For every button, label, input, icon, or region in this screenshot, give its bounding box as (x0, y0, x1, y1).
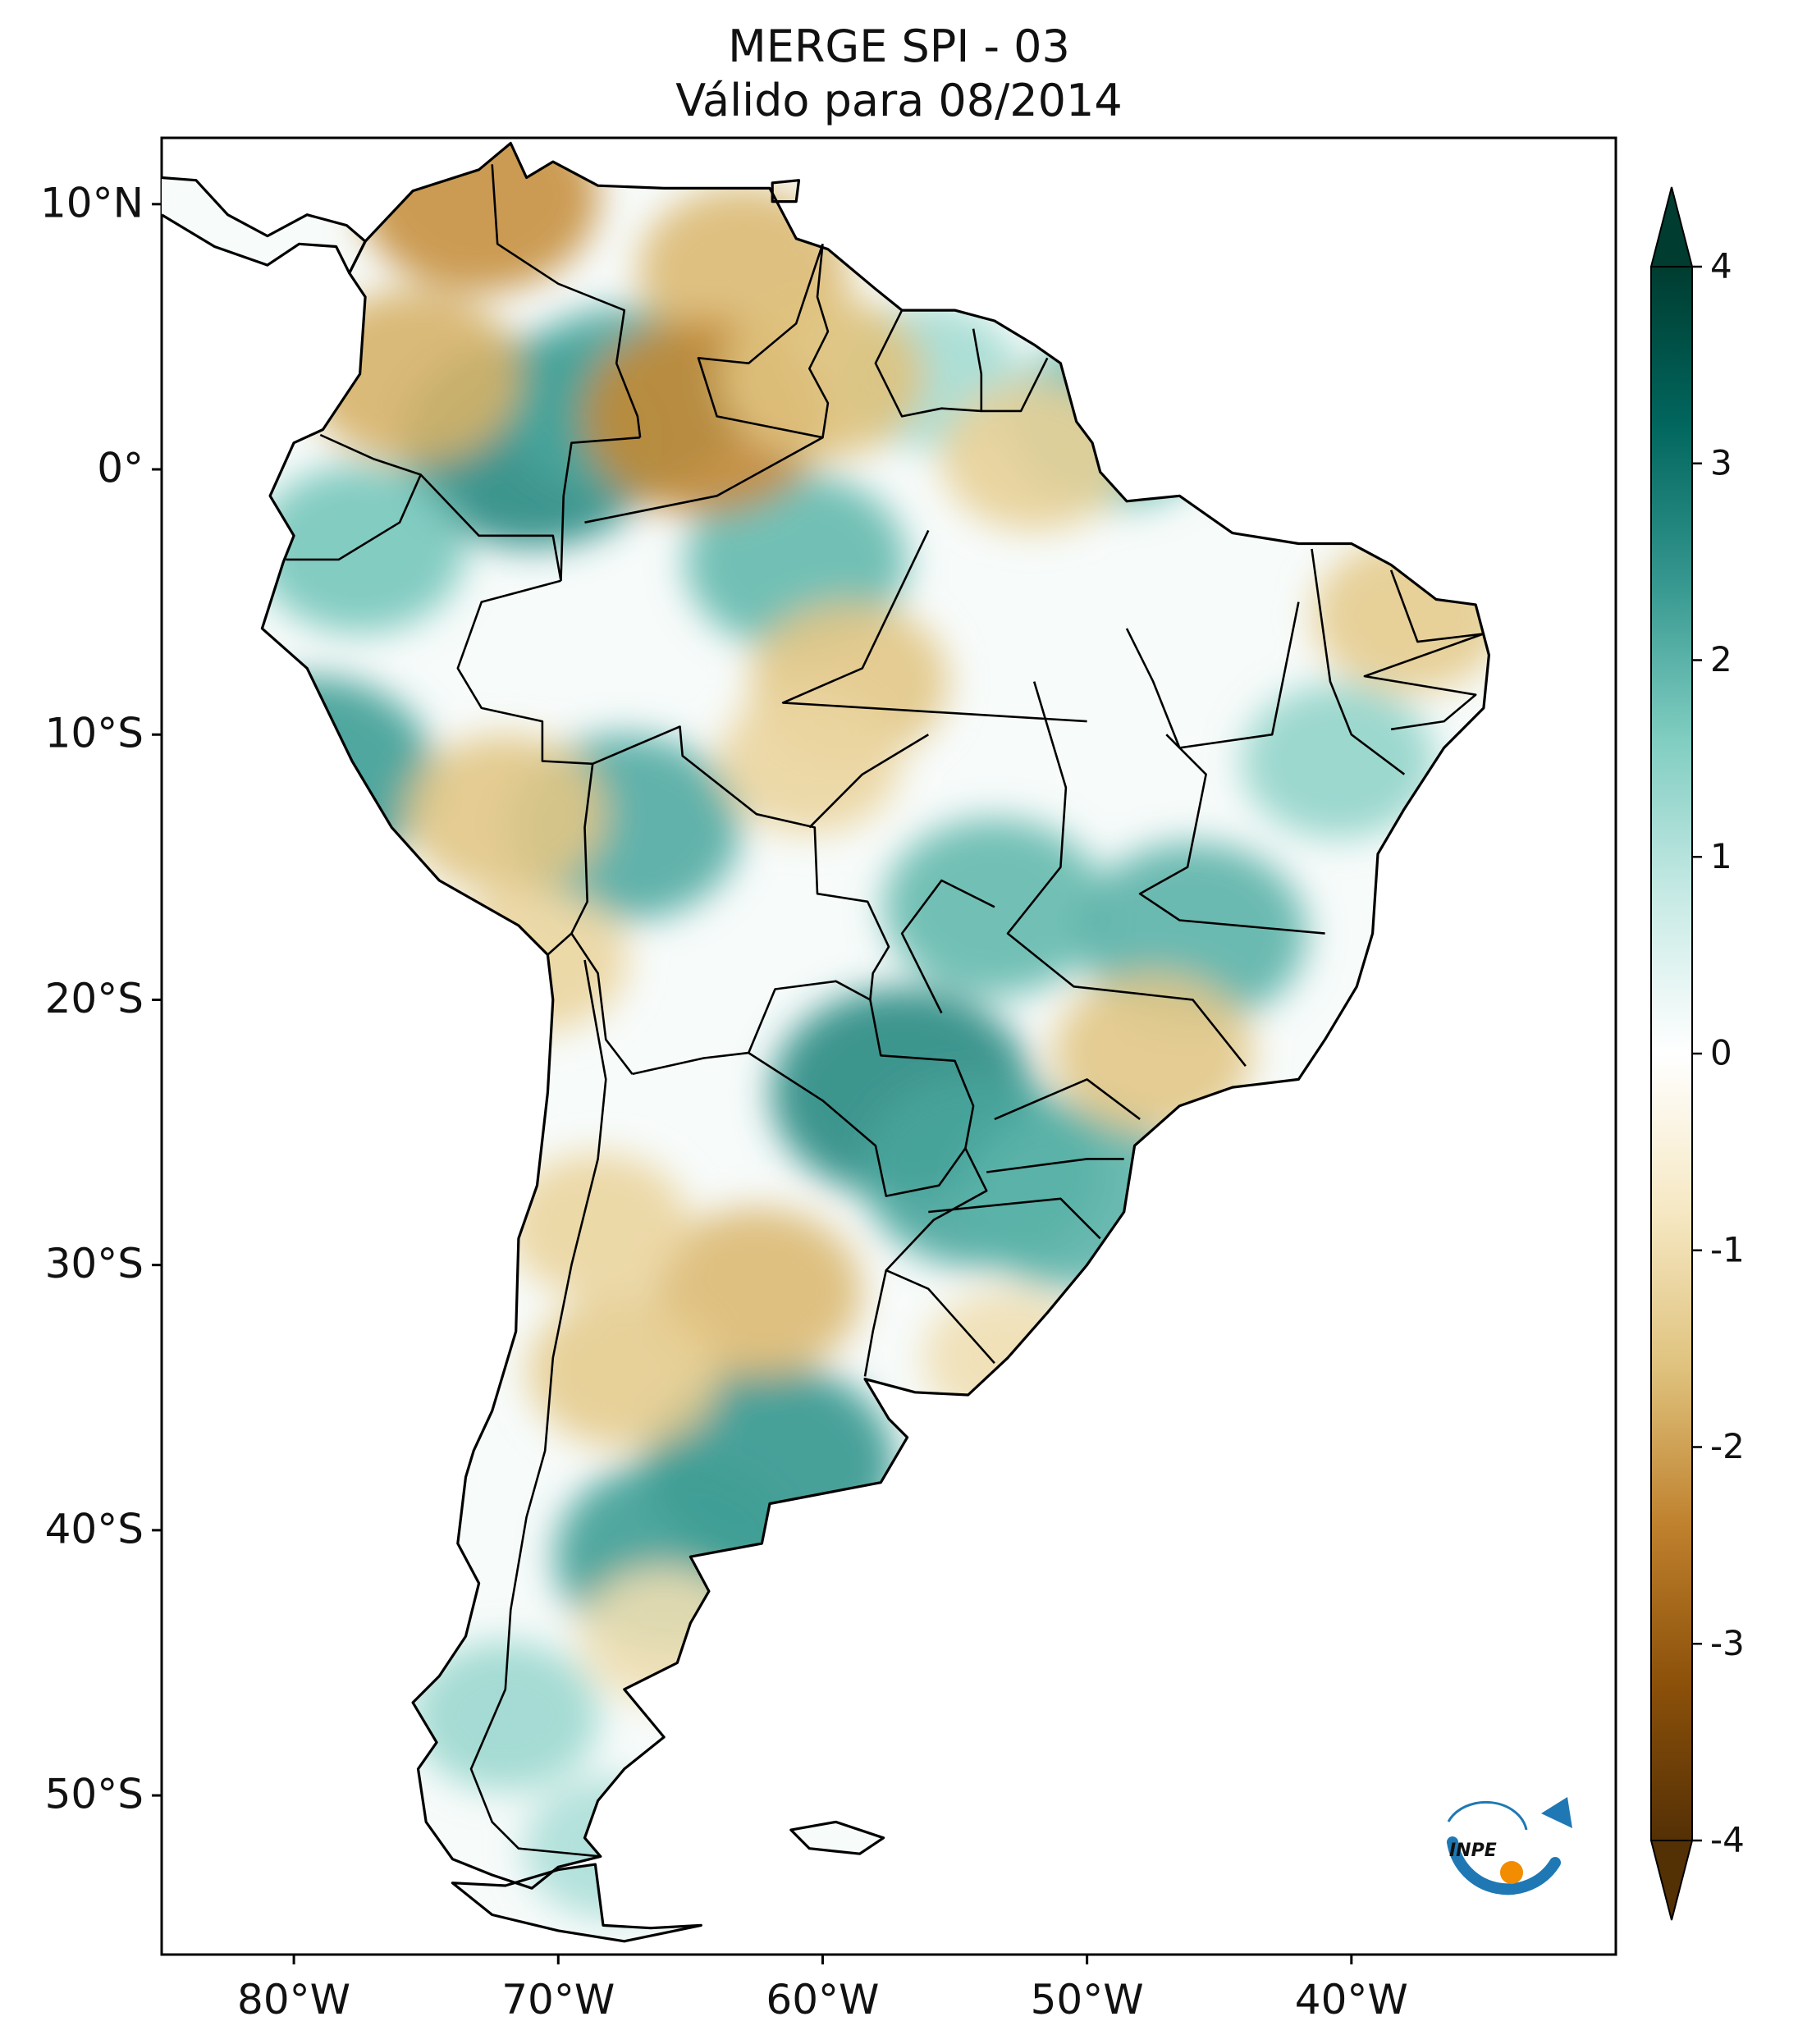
colorbar-tick-label: -4 (1710, 1820, 1745, 1860)
y-tick-label: 10°N (40, 179, 144, 226)
admin-border (491, 164, 642, 438)
tierra-del-fuego-coastline (451, 1863, 702, 1943)
x-tick-label: 70°W (501, 1976, 615, 2023)
colorbar-tick-label: -3 (1710, 1623, 1745, 1663)
x-tick-label: 40°W (1295, 1976, 1408, 2023)
colorbar-tick-label: 1 (1710, 836, 1732, 876)
spi-anomaly-zone (405, 734, 606, 894)
admin-border (1125, 601, 1300, 749)
admin-border (885, 1147, 995, 1365)
colorbar-tick-label: 3 (1710, 442, 1732, 482)
logo-orbit (1447, 1800, 1528, 1831)
admin-border (986, 1158, 1124, 1173)
admin-border (1311, 548, 1406, 775)
admin-border (1363, 569, 1485, 731)
spi-anomaly-zone (528, 1293, 721, 1449)
falklands-coastline (789, 1820, 885, 1855)
x-tick-label: 60°W (766, 1976, 879, 2023)
admin-border (1006, 681, 1247, 1068)
colorbar-tick-label: -2 (1710, 1426, 1745, 1466)
admin-border (469, 959, 607, 1858)
spi-anomaly-zone (720, 295, 926, 459)
colorbar-tick-label: 2 (1710, 639, 1732, 679)
colorbar-tick-label: 0 (1710, 1033, 1732, 1073)
logo-arc (1447, 1836, 1561, 1895)
map-subtitle: Válido para 08/2014 (675, 75, 1123, 126)
spi-anomaly-zone (718, 688, 901, 835)
x-tick-label: 80°W (237, 1976, 350, 2023)
admin-border (874, 309, 983, 418)
spi-anomaly-zone (1241, 684, 1435, 839)
colorbar: 4 3 2 1 0 -1 -2 -3 -4 (1649, 186, 1745, 1921)
admin-border (928, 1197, 1101, 1240)
y-tick-label: 0° (97, 445, 144, 492)
colorbar-tick-label: -1 (1710, 1229, 1745, 1269)
admin-border (584, 437, 824, 524)
spi-anomaly-zone (506, 1152, 689, 1298)
admin-border (900, 879, 995, 1014)
spi-anomaly-zone (254, 464, 465, 633)
admin-border (748, 999, 975, 1197)
spi-anomaly-zone (411, 1640, 600, 1791)
inpe-logo: INPE (1447, 1797, 1572, 1895)
admin-border (456, 579, 594, 956)
continent-coastline (260, 141, 1490, 1890)
colorbar-extension-top (1649, 186, 1694, 268)
admin-border (994, 1078, 1141, 1121)
colorbar-extension-bottom (1649, 1840, 1694, 1921)
logo-dot (1500, 1861, 1523, 1884)
y-tick-label: 40°S (45, 1505, 144, 1552)
colorbar-body (1650, 266, 1693, 1841)
admin-border (286, 433, 422, 561)
logo-text: INPE (1449, 1841, 1497, 1861)
admin-border (592, 725, 890, 1076)
admin-border (808, 734, 929, 829)
admin-border (419, 473, 562, 582)
admin-border (981, 357, 1049, 413)
colorbar-tick-label: 4 (1710, 246, 1732, 286)
y-tick-label: 10°S (45, 710, 144, 757)
y-tick-label: 30°S (45, 1240, 144, 1287)
trinidad-coastline (771, 179, 801, 203)
map-title: MERGE SPI - 03 (728, 21, 1070, 72)
admin-border (781, 529, 1087, 723)
x-tick-label: 50°W (1031, 1976, 1144, 2023)
admin-border (560, 436, 641, 581)
admin-border (570, 932, 634, 1075)
admin-border (863, 1269, 888, 1377)
y-tick-label: 50°S (45, 1771, 144, 1818)
y-tick-label: 20°S (45, 975, 144, 1022)
central-america-coastline (161, 176, 367, 275)
logo-arrow (1541, 1797, 1572, 1828)
admin-border (1138, 734, 1325, 935)
